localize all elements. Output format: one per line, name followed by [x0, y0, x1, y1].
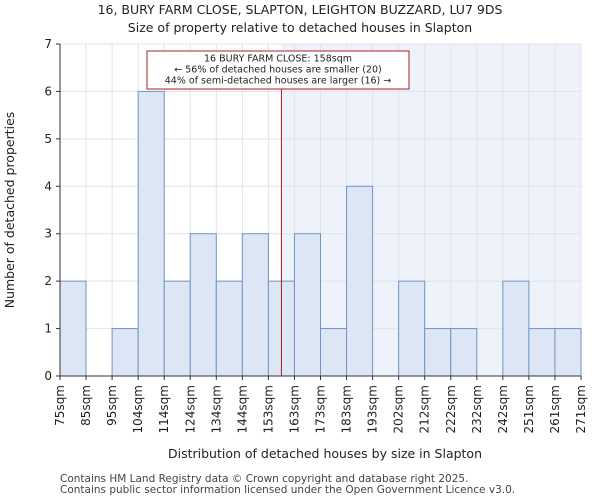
- larger-region-highlight: [281, 44, 581, 376]
- x-tick-label: 242sqm: [496, 385, 510, 433]
- x-axis-label: Distribution of detached houses by size …: [168, 446, 482, 461]
- bar-75sqm: [59, 280, 87, 377]
- x-tick-label: 212sqm: [418, 385, 432, 433]
- bar-104sqm: [137, 90, 165, 377]
- bar-212sqm: [424, 328, 452, 377]
- bar-242sqm: [502, 280, 530, 377]
- x-tick-label: 202sqm: [392, 385, 406, 433]
- x-tick-label: 193sqm: [366, 385, 380, 433]
- x-tick-label: 183sqm: [340, 385, 354, 433]
- footer-line-1: Contains HM Land Registry data © Crown c…: [60, 473, 469, 485]
- x-tick-label: 124sqm: [183, 385, 197, 433]
- y-tick-label: 1: [44, 322, 52, 336]
- footer-line-2: Contains public sector information licen…: [60, 484, 516, 496]
- bar-173sqm: [320, 328, 348, 377]
- x-tick-label: 261sqm: [548, 385, 562, 433]
- x-tick-label: 95sqm: [105, 385, 119, 426]
- annotation-box: [146, 50, 410, 90]
- bar-202sqm: [398, 280, 426, 377]
- y-tick-label: 0: [44, 369, 52, 383]
- bar-222sqm: [450, 328, 478, 377]
- bar-163sqm: [293, 233, 322, 377]
- bar-95sqm: [111, 328, 139, 377]
- y-tick-label: 2: [44, 274, 52, 288]
- x-tick-label: 153sqm: [261, 385, 275, 433]
- y-tick-label: 4: [44, 179, 52, 193]
- bar-144sqm: [241, 233, 269, 377]
- x-tick-label: 85sqm: [79, 385, 93, 426]
- x-tick-label: 75sqm: [53, 385, 67, 426]
- y-axis-label: Number of detached properties: [2, 112, 17, 309]
- x-tick-label: 232sqm: [470, 385, 484, 433]
- bar-261sqm: [554, 328, 582, 377]
- y-tick-label: 6: [44, 84, 52, 98]
- chart-subtitle: Size of property relative to detached ho…: [128, 20, 472, 35]
- bar-124sqm: [189, 233, 217, 377]
- annotation-line-2: ← 56% of detached houses are smaller (20…: [174, 65, 381, 76]
- bar-114sqm: [163, 280, 191, 377]
- y-tick-label: 3: [44, 227, 52, 241]
- x-tick-label: 163sqm: [287, 385, 301, 433]
- bar-183sqm: [346, 185, 374, 377]
- x-tick-label: 114sqm: [157, 385, 171, 433]
- y-tick-label: 7: [44, 37, 52, 51]
- y-tick-label: 5: [44, 132, 52, 146]
- x-tick-label: 271sqm: [574, 385, 588, 433]
- x-tick-label: 173sqm: [314, 385, 328, 433]
- annotation-line-3: 44% of semi-detached houses are larger (…: [165, 76, 392, 87]
- chart-title: 16, BURY FARM CLOSE, SLAPTON, LEIGHTON B…: [98, 2, 503, 17]
- x-tick-label: 144sqm: [235, 385, 249, 433]
- x-tick-label: 251sqm: [522, 385, 536, 433]
- x-tick-label: 104sqm: [131, 385, 145, 433]
- x-tick-label: 222sqm: [444, 385, 458, 433]
- bar-251sqm: [528, 328, 556, 377]
- x-tick-label: 134sqm: [209, 385, 223, 433]
- bar-134sqm: [215, 280, 243, 377]
- annotation-line-1: 16 BURY FARM CLOSE: 158sqm: [204, 54, 352, 65]
